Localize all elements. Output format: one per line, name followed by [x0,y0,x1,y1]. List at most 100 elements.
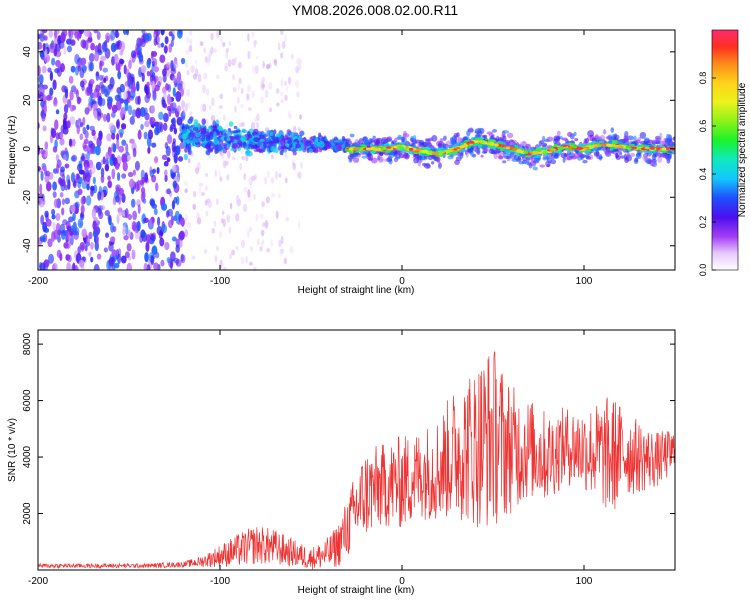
spectrogram-cell [217,169,222,177]
spectrogram-cell [194,59,198,65]
spectrogram-cell [161,223,168,234]
spectrogram-cell [151,60,155,67]
spectrogram-cell [372,147,379,152]
spectrogram-cell [93,51,99,62]
spectrogram-cell [143,262,148,270]
spectrogram-cell [120,123,127,130]
spectrogram-cell [297,171,302,179]
spectrogram-cell [40,170,44,182]
spectrogram-cell [111,153,116,161]
spectrogram-cell [524,161,530,165]
spectrogram-cell [233,125,238,130]
spectrogram-cell [68,30,72,38]
spectrogram-cell [292,162,296,171]
spectrogram-cell [92,103,98,110]
spectrogram-cell [180,57,186,65]
spectrogram-cell [44,141,49,150]
spectrogram-cell [171,236,177,242]
spectrogram-cell [154,126,160,136]
spectrogram-cell [228,226,232,234]
spectrogram-cell [106,133,112,142]
spectrogram-cell [39,235,46,242]
spectrogram-cell [62,219,68,226]
spectrogram-cell [110,42,117,53]
spectrogram-cell [469,152,475,157]
colorbar-label: Normalized spectral amplitude [737,82,748,217]
spectrogram-cell [45,170,51,177]
spectrogram-cell [137,204,141,215]
spectrogram-cell [45,94,52,101]
spectrogram-cell [248,143,252,148]
spectrogram-cell [204,55,208,63]
spectrogram-cell [221,210,225,216]
spectrogram-cell [108,257,115,267]
spectrogram-cell [530,159,537,167]
spectrogram-cell [74,226,80,236]
spectrogram-cell [553,135,561,141]
spectrogram-cell [295,65,299,72]
spectrogram-cell [69,116,76,125]
spectrogram-cell [288,113,293,120]
spectrogram-cell [341,143,346,149]
spectrogram-cell [557,146,564,150]
spectrogram-cell [156,166,160,174]
spectrogram-cell [408,147,414,151]
spectrogram-cell [227,150,231,159]
spectrogram-cell [130,50,137,59]
spectrogram-cell [170,68,177,75]
spectrogram-cell [88,96,92,106]
spectrogram-cell [299,130,305,136]
spectrogram-cell [134,96,140,105]
spectrogram-cell [42,84,48,90]
spectrogram-cell [64,88,69,99]
spectrogram-cell [454,159,460,165]
spectrogram-cell [60,31,66,43]
spectrogram-cell [242,203,248,213]
spectrogram-cell [68,216,74,223]
spectrogram-cell [587,145,596,148]
spectrogram-cell [501,130,506,138]
spectrogram-cell [503,155,511,159]
spectrogram-cell [48,253,55,264]
colorbar-tick-label: 0.0 [698,264,708,277]
spectrogram-cell [248,261,253,266]
spectrogram-cell [665,133,671,140]
spectrogram-cell [206,56,211,66]
spectrogram-cell [227,127,232,133]
spectrogram-cell [138,53,144,63]
spectrogram-cell [184,214,188,222]
spectrogram-cell [181,128,188,134]
spectrogram-cell [155,182,159,192]
spectrogram-cell [262,60,265,69]
spectrogram-cell [115,184,121,192]
spectrogram-cell [261,76,265,84]
spectrogram-cell [259,138,265,142]
spectrogram-cell [573,131,577,137]
spectrogram-cell [273,58,277,64]
spectrogram-cell [117,171,121,182]
spectrogram-cell [378,156,384,163]
spectrogram-cell [95,145,101,156]
spectrogram-cell [436,156,441,164]
spectrogram-cell [270,146,276,152]
spectrogram-cell [130,198,136,208]
spectrogram-cell [534,157,541,162]
spectrogram-cell [598,140,604,144]
spectrogram-cell [89,145,95,154]
spectrogram-cell [241,129,248,134]
spectrogram-cell [164,169,168,178]
spectrogram-cell [116,214,120,224]
colorbar-tick-label: 0.8 [698,72,708,85]
spectrogram-cell [436,148,443,152]
spectrogram-cell [121,139,127,146]
snr-x-label: Height of straight line (km) [298,585,415,596]
spectrogram-cell [260,83,265,91]
spectrogram-cell [57,235,61,243]
spectrogram-cell [135,107,142,119]
spectrogram-cell [208,104,212,111]
spectrogram-cell [511,147,518,151]
spectrogram-cell [55,109,60,115]
spectrogram-cell [459,152,464,159]
spectrogram-cell [516,149,522,153]
spectrogram-cell [223,267,228,270]
